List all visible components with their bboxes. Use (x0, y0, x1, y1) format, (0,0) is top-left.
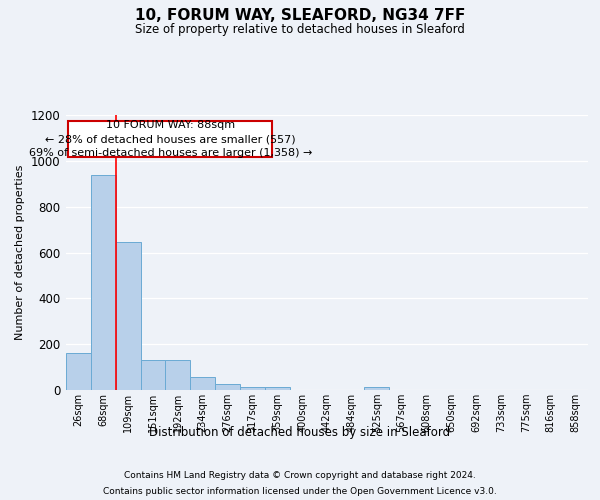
Bar (140, 360, 166, 390)
Bar (116, 242, 140, 390)
Text: Distribution of detached houses by size in Sleaford: Distribution of detached houses by size … (149, 426, 451, 439)
Bar (166, 360, 190, 390)
Text: Contains public sector information licensed under the Open Government Licence v3: Contains public sector information licen… (103, 486, 497, 496)
Text: Size of property relative to detached houses in Sleaford: Size of property relative to detached ho… (135, 22, 465, 36)
Bar (66, 352, 91, 390)
Text: Contains HM Land Registry data © Crown copyright and database right 2024.: Contains HM Land Registry data © Crown c… (124, 472, 476, 480)
Text: 10, FORUM WAY, SLEAFORD, NG34 7FF: 10, FORUM WAY, SLEAFORD, NG34 7FF (135, 8, 465, 22)
Bar (265, 387, 290, 390)
Bar (364, 387, 389, 390)
Bar (91, 174, 116, 390)
Bar (215, 384, 240, 390)
Y-axis label: Number of detached properties: Number of detached properties (15, 165, 25, 340)
Bar (240, 387, 265, 390)
Bar (190, 376, 215, 390)
Text: 10 FORUM WAY: 88sqm
← 28% of detached houses are smaller (557)
69% of semi-detac: 10 FORUM WAY: 88sqm ← 28% of detached ho… (29, 120, 312, 158)
FancyBboxPatch shape (68, 120, 272, 158)
